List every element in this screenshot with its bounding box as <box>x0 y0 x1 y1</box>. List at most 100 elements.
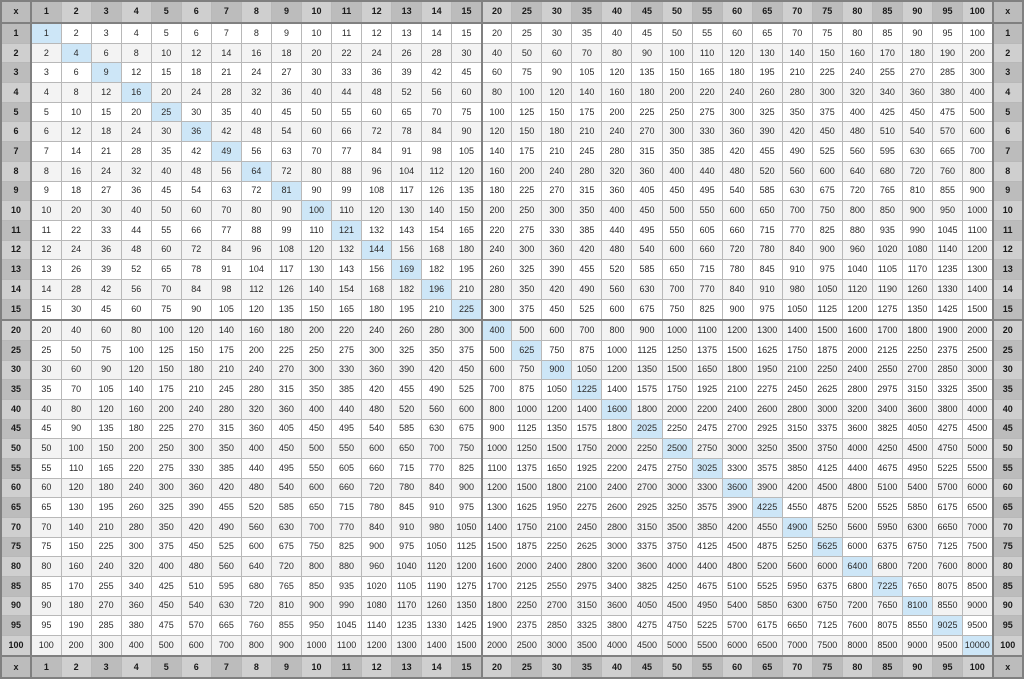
cell: 6300 <box>902 517 932 537</box>
cell: 420 <box>782 122 812 142</box>
cell: 855 <box>271 616 301 636</box>
cell: 1050 <box>422 537 452 557</box>
cell: 180 <box>482 181 512 201</box>
cell: 3300 <box>722 458 752 478</box>
cell: 3825 <box>872 419 902 439</box>
col-footer: 12 <box>362 656 392 678</box>
row-header-left: 13 <box>1 260 31 280</box>
cell: 1650 <box>542 458 572 478</box>
cell: 8550 <box>932 596 962 616</box>
cell: 165 <box>332 299 362 320</box>
cell: 800 <box>482 399 512 419</box>
cell: 350 <box>572 201 602 221</box>
col-header: 1 <box>31 1 61 23</box>
cell: 540 <box>722 181 752 201</box>
cell: 200 <box>121 439 151 459</box>
cell: 975 <box>452 498 482 518</box>
cell: 6750 <box>902 537 932 557</box>
cell: 1000 <box>482 439 512 459</box>
cell: 675 <box>632 299 662 320</box>
cell: 595 <box>872 142 902 162</box>
cell: 1800 <box>542 478 572 498</box>
cell: 405 <box>271 419 301 439</box>
cell: 140 <box>422 201 452 221</box>
cell: 5500 <box>963 458 993 478</box>
cell: 140 <box>572 83 602 103</box>
cell: 1190 <box>422 576 452 596</box>
cell: 300 <box>362 340 392 360</box>
cell: 385 <box>332 380 362 400</box>
cell: 600 <box>662 240 692 260</box>
cell: 900 <box>722 299 752 320</box>
cell: 750 <box>512 360 542 380</box>
cell: 700 <box>963 142 993 162</box>
cell: 1105 <box>392 576 422 596</box>
cell: 1500 <box>662 360 692 380</box>
row-header-left: 6 <box>1 122 31 142</box>
cell: 3250 <box>662 498 692 518</box>
cell: 340 <box>121 576 151 596</box>
cell: 560 <box>782 161 812 181</box>
cell: 490 <box>422 380 452 400</box>
cell: 1120 <box>422 557 452 577</box>
col-footer: 30 <box>542 656 572 678</box>
cell: 18 <box>61 181 91 201</box>
cell: 225 <box>452 299 482 320</box>
cell: 156 <box>392 240 422 260</box>
cell: 285 <box>91 616 121 636</box>
cell: 300 <box>722 102 752 122</box>
cell: 21 <box>211 63 241 83</box>
cell: 175 <box>151 380 181 400</box>
cell: 400 <box>151 557 181 577</box>
cell: 1800 <box>722 360 752 380</box>
cell: 120 <box>121 360 151 380</box>
cell: 50 <box>61 340 91 360</box>
cell: 75 <box>452 102 482 122</box>
cell: 72 <box>241 181 271 201</box>
row-header-right: 5 <box>993 102 1023 122</box>
col-header: 11 <box>332 1 362 23</box>
cell: 1100 <box>963 220 993 240</box>
cell: 190 <box>61 616 91 636</box>
cell: 240 <box>241 360 271 380</box>
cell: 910 <box>392 517 422 537</box>
cell: 4275 <box>932 419 962 439</box>
cell: 180 <box>362 299 392 320</box>
cell: 1080 <box>902 240 932 260</box>
cell: 125 <box>151 340 181 360</box>
cell: 550 <box>692 201 722 221</box>
cell: 450 <box>301 419 331 439</box>
cell: 2250 <box>812 360 842 380</box>
col-footer: 40 <box>602 656 632 678</box>
col-footer: 8 <box>241 656 271 678</box>
cell: 475 <box>932 102 962 122</box>
row-header-left: 2 <box>1 43 31 63</box>
cell: 1000 <box>512 399 542 419</box>
cell: 70 <box>61 380 91 400</box>
cell: 140 <box>61 517 91 537</box>
cell: 1800 <box>632 399 662 419</box>
cell: 180 <box>542 122 572 142</box>
cell: 2600 <box>752 399 782 419</box>
cell: 190 <box>932 43 962 63</box>
cell: 605 <box>692 220 722 240</box>
cell: 5500 <box>692 635 722 656</box>
cell: 12 <box>31 240 61 260</box>
cell: 1500 <box>452 635 482 656</box>
row-header-right: 80 <box>993 557 1023 577</box>
cell: 280 <box>602 142 632 162</box>
cell: 55 <box>692 23 722 44</box>
cell: 455 <box>752 142 782 162</box>
cell: 36 <box>121 181 151 201</box>
cell: 45 <box>452 63 482 83</box>
cell: 4125 <box>692 537 722 557</box>
cell: 315 <box>632 142 662 162</box>
cell: 390 <box>181 498 211 518</box>
cell: 770 <box>422 458 452 478</box>
cell: 780 <box>392 478 422 498</box>
cell: 75 <box>512 63 542 83</box>
row-header-right: 13 <box>993 260 1023 280</box>
cell: 4750 <box>662 616 692 636</box>
cell: 1500 <box>512 478 542 498</box>
cell: 60 <box>482 63 512 83</box>
